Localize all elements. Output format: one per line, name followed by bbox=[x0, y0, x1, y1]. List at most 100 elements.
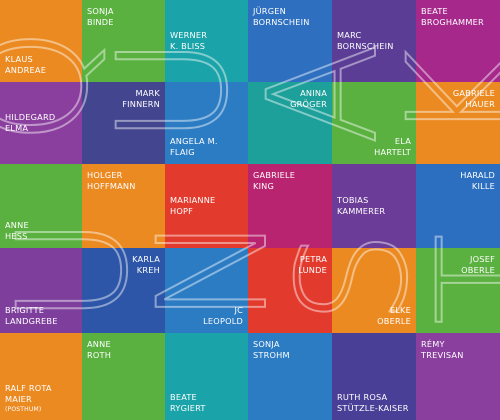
artist-name-line: MARC bbox=[337, 30, 362, 40]
artist-tile: ELKE OBERLE bbox=[332, 248, 416, 333]
artist-tile: HOLGER HOFFMANN bbox=[82, 164, 165, 248]
artist-name: ANGELA M. FLAIG bbox=[170, 136, 218, 158]
artist-tile: SONJA STROHM bbox=[248, 333, 332, 420]
artist-name-line: ANNE bbox=[87, 339, 111, 349]
artist-name-line: HARALD bbox=[460, 170, 495, 180]
artist-name-line: ANDREAE bbox=[5, 65, 47, 75]
artist-name: BEATE BROGHAMMER bbox=[421, 6, 484, 28]
artist-name-line: KREH bbox=[136, 265, 160, 275]
artist-tile: GABRIELE KING bbox=[248, 164, 332, 248]
artist-tile: ANNE HESS bbox=[0, 164, 82, 248]
artist-tile: ANNE ROTH bbox=[82, 333, 165, 420]
artist-name: PETRA LUNDE bbox=[298, 254, 327, 276]
artist-name: SONJA BINDE bbox=[87, 6, 114, 28]
artist-name-line: GABRIELE bbox=[452, 88, 495, 98]
artist-name: KLAUS ANDREAE bbox=[5, 54, 46, 76]
artist-name-line: BORNSCHEIN bbox=[337, 41, 394, 51]
artist-name-line: MARK bbox=[135, 88, 160, 98]
artist-name-line: GRÖGER bbox=[290, 99, 327, 109]
artist-name: JOSEF OBERLE bbox=[461, 254, 495, 276]
artist-name-line: RÉMY bbox=[421, 339, 445, 349]
artist-name: MARK FINNERN bbox=[122, 88, 160, 110]
artist-tile: JC LEOPOLD bbox=[165, 248, 248, 333]
artist-name-line: (POSTHUM) bbox=[5, 406, 42, 413]
artist-name-line: LEOPOLD bbox=[203, 316, 243, 326]
artist-name-line: OBERLE bbox=[377, 316, 411, 326]
artist-name-line: ELMA bbox=[5, 123, 29, 133]
artist-name-line: HOPF bbox=[170, 206, 194, 216]
artist-name-line: HOFFMANN bbox=[87, 181, 136, 191]
artist-name-line: KLAUS bbox=[5, 54, 33, 64]
artist-name: KARLA KREH bbox=[132, 254, 160, 276]
artist-name-line: FINNERN bbox=[122, 99, 160, 109]
artist-name: RÉMY TREVISAN bbox=[421, 339, 464, 361]
artist-name-line: TREVISAN bbox=[421, 350, 464, 360]
artist-tile: RUTH ROSA STÜTZLE-KAISER bbox=[332, 333, 416, 420]
artist-name: WERNER K. BLISS bbox=[170, 30, 207, 52]
artist-tile: KLAUS ANDREAE bbox=[0, 0, 82, 82]
artist-tile: JOSEF OBERLE bbox=[416, 248, 500, 333]
artist-name: TOBIAS KAMMERER bbox=[337, 195, 385, 217]
artist-name-line: ANINA bbox=[300, 88, 327, 98]
artist-name-line: ELA bbox=[394, 136, 411, 146]
artist-tile: PETRA LUNDE bbox=[248, 248, 332, 333]
artist-name-line: FLAIG bbox=[170, 147, 195, 157]
artist-name-line: KAMMERER bbox=[337, 206, 386, 216]
artist-tile: RALF ROTA MAIER (POSTHUM) bbox=[0, 333, 82, 420]
artist-tile: BEATE BROGHAMMER bbox=[416, 0, 500, 82]
artist-name: HARALD KILLE bbox=[460, 170, 495, 192]
artist-name-line: LUNDE bbox=[298, 265, 327, 275]
artist-name: RALF ROTA MAIER (POSTHUM) bbox=[5, 383, 52, 414]
artist-name-line: BEATE bbox=[421, 6, 448, 16]
artist-name-line: HAUER bbox=[465, 99, 495, 109]
artist-name: JÜRGEN BORNSCHEIN bbox=[253, 6, 310, 28]
artist-tile: MARIANNE HOPF bbox=[165, 164, 248, 248]
artist-name-line: HILDEGARD bbox=[5, 112, 56, 122]
artist-name: GABRIELE HAUER bbox=[453, 88, 495, 110]
artist-name: ELKE OBERLE bbox=[377, 305, 411, 327]
artist-name-line: BROGHAMMER bbox=[421, 17, 484, 27]
artist-tile: MARK FINNERN bbox=[82, 82, 165, 164]
artist-tile: ANINA GRÖGER bbox=[248, 82, 332, 164]
artist-name-line: MAIER bbox=[5, 394, 32, 404]
artist-tile: WERNER K. BLISS bbox=[165, 0, 248, 82]
artist-tile: GABRIELE HAUER bbox=[416, 82, 500, 164]
artist-tile: ANGELA M. FLAIG bbox=[165, 82, 248, 164]
artist-name: BRIGITTE LANDGREBE bbox=[5, 305, 58, 327]
artist-name-line: OBERLE bbox=[461, 265, 495, 275]
artist-name: SONJA STROHM bbox=[253, 339, 290, 361]
artist-name-line: KARLA bbox=[132, 254, 160, 264]
artist-name-line: LANDGREBE bbox=[5, 316, 58, 326]
artist-tile: ELA HARTELT bbox=[332, 82, 416, 164]
artist-name-line: HARTELT bbox=[374, 147, 411, 157]
artist-tile: MARC BORNSCHEIN bbox=[332, 0, 416, 82]
artist-name: MARC BORNSCHEIN bbox=[337, 30, 394, 52]
artist-tile: BEATE RYGIERT bbox=[165, 333, 248, 420]
artist-name-line: SONJA bbox=[253, 339, 280, 349]
artist-name-line: KILLE bbox=[471, 181, 495, 191]
artist-name: ELA HARTELT bbox=[374, 136, 411, 158]
artist-name: ANINA GRÖGER bbox=[290, 88, 327, 110]
artist-name-line: RALF ROTA bbox=[5, 383, 52, 393]
artist-name-line: KING bbox=[253, 181, 275, 191]
artist-tile: RÉMY TREVISAN bbox=[416, 333, 500, 420]
artist-name-line: SONJA bbox=[87, 6, 114, 16]
artist-name: GABRIELE KING bbox=[253, 170, 295, 192]
artist-name-line: ELKE bbox=[389, 305, 411, 315]
artist-tile: HILDEGARD ELMA bbox=[0, 82, 82, 164]
artist-name-line: MARIANNE bbox=[170, 195, 216, 205]
artist-tile: TOBIAS KAMMERER bbox=[332, 164, 416, 248]
artist-name-line: JOSEF bbox=[470, 254, 495, 264]
artist-tile: SONJA BINDE bbox=[82, 0, 165, 82]
artist-name: RUTH ROSA STÜTZLE-KAISER bbox=[337, 392, 409, 414]
artist-name: BEATE RYGIERT bbox=[170, 392, 206, 414]
artist-name: HILDEGARD ELMA bbox=[5, 112, 55, 134]
artist-name-line: WERNER bbox=[170, 30, 208, 40]
artist-name: ANNE HESS bbox=[5, 220, 29, 242]
artist-name-line: ANGELA M. bbox=[170, 136, 218, 146]
artist-name: ANNE ROTH bbox=[87, 339, 111, 361]
artist-name-line: BINDE bbox=[87, 17, 114, 27]
artist-tile: KARLA KREH bbox=[82, 248, 165, 333]
artist-name-line: BEATE bbox=[170, 392, 197, 402]
